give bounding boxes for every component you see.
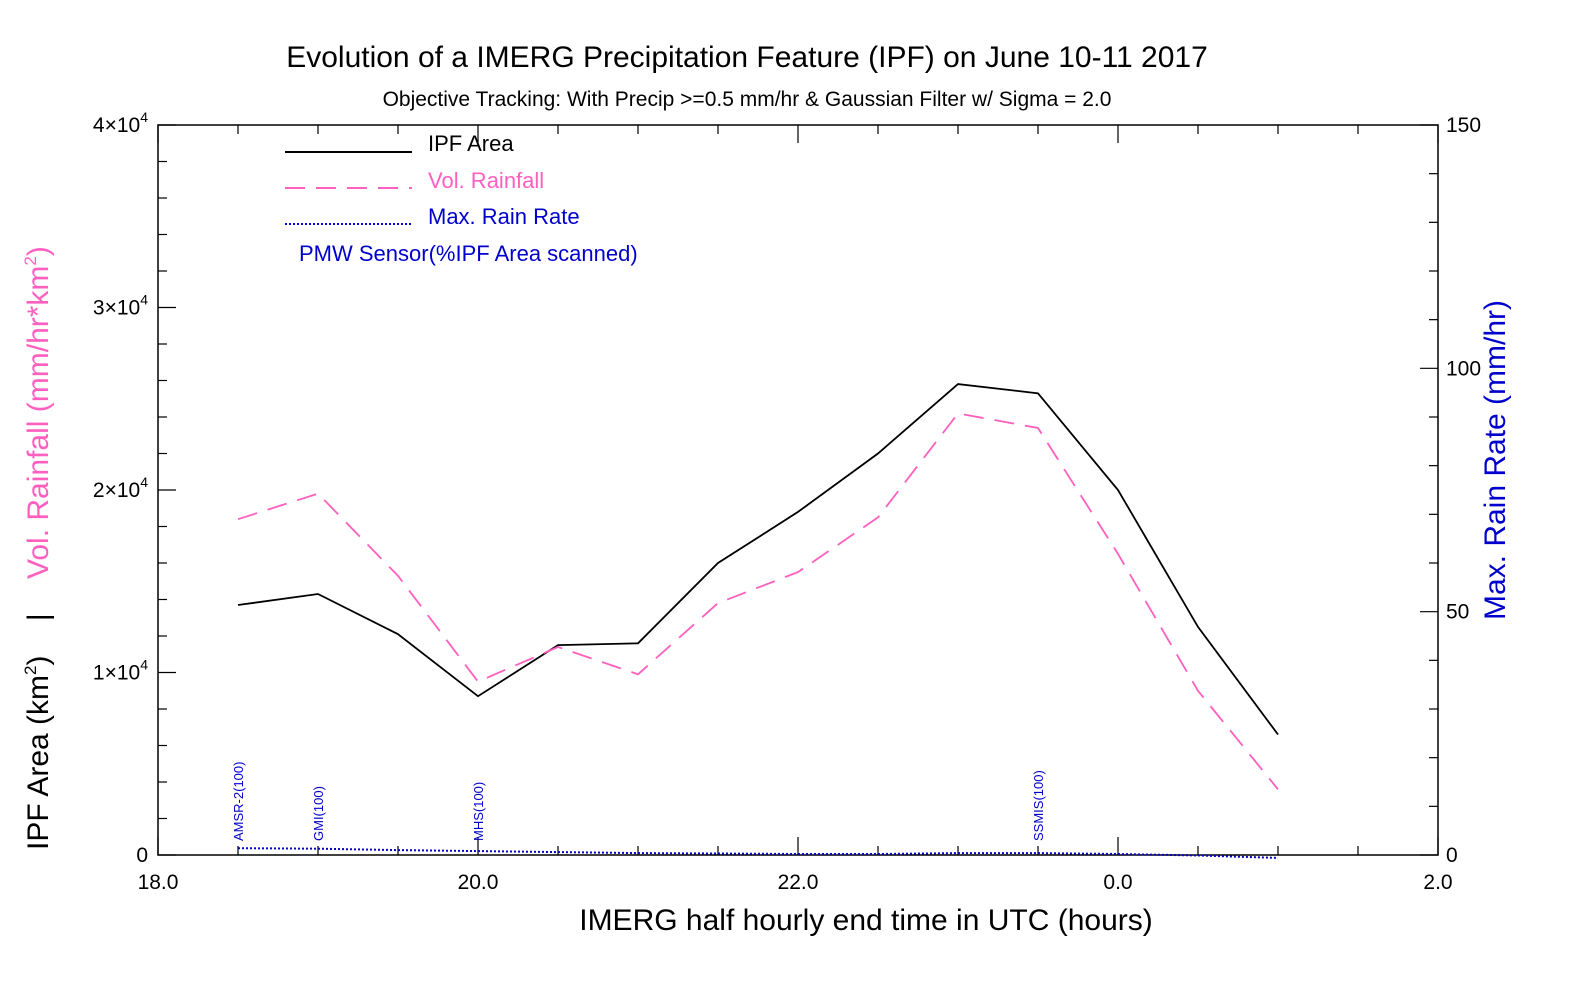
sensor-label: SSMIS(100) bbox=[1031, 770, 1046, 841]
y-left-tick-label: 4×104 bbox=[93, 109, 148, 137]
svg-text:IPF Area (km2) | V: IPF Area (km2) | Vol. Rainfall (mm/hr*km… bbox=[21, 246, 55, 850]
y-right-tick-label: 0 bbox=[1446, 844, 1458, 867]
legend: IPF Area Vol. Rainfall Max. Rain Rate PM… bbox=[285, 131, 638, 266]
sensor-label: MHS(100) bbox=[471, 782, 486, 841]
series-line-max-rain-rate bbox=[237, 847, 1279, 859]
y-right-tick-label: 150 bbox=[1446, 114, 1481, 137]
y-left-tick-label: 3×104 bbox=[93, 292, 148, 320]
y-axis-label-ipf-close: ) bbox=[22, 655, 55, 665]
chart-subtitle: Objective Tracking: With Precip >=0.5 mm… bbox=[383, 88, 1112, 111]
legend-label-max-rain-rate: Max. Rain Rate bbox=[428, 204, 580, 229]
chart-title: Evolution of a IMERG Precipitation Featu… bbox=[286, 41, 1208, 74]
sensor-label: AMSR-2(100) bbox=[231, 762, 246, 841]
legend-label-ipf-area: IPF Area bbox=[428, 131, 514, 156]
y-axis-right: 0 50 100 150 bbox=[1420, 114, 1481, 867]
x-tick-label: 0.0 bbox=[1103, 871, 1132, 894]
x-tick-label: 18.0 bbox=[138, 871, 179, 894]
y-axis-label-ipf-sup: 2 bbox=[21, 665, 40, 674]
legend-pmw-sensor: PMW Sensor(%IPF Area scanned) bbox=[299, 241, 638, 266]
series-line-vol-rainfall bbox=[237, 412, 1279, 790]
x-tick-label: 20.0 bbox=[458, 871, 499, 894]
y-right-tick-label: 50 bbox=[1446, 601, 1469, 624]
y-axis-right-label: Max. Rain Rate (mm/hr) bbox=[1479, 300, 1512, 620]
y-left-tick-label: 1×104 bbox=[93, 657, 148, 685]
x-axis: 18.0 20.0 22.0 0.0 2.0 bbox=[138, 125, 1453, 894]
y-axis-label-vol-rainfall: Vol. Rainfall (mm/hr*km bbox=[22, 266, 55, 579]
y-axis-label-ipf-area: IPF Area (km bbox=[22, 675, 55, 850]
sensor-annotations: AMSR-2(100) GMI(100) MHS(100) SSMIS(100) bbox=[231, 762, 1046, 841]
x-tick-label: 2.0 bbox=[1423, 871, 1452, 894]
y-axis-label-vol-close: ) bbox=[22, 246, 55, 256]
y-axis-left-label: IPF Area (km2) | Vol. Rainfall (mm/hr*km… bbox=[21, 246, 55, 850]
y-left-tick-label: 2×104 bbox=[93, 474, 148, 502]
x-axis-label: IMERG half hourly end time in UTC (hours… bbox=[579, 904, 1153, 937]
series-layer bbox=[237, 383, 1279, 859]
y-left-tick-label: 0 bbox=[136, 844, 148, 867]
y-right-tick-label: 100 bbox=[1446, 357, 1481, 380]
plot-frame bbox=[157, 124, 1439, 856]
y-axis-label-separator: | bbox=[22, 613, 55, 621]
sensor-label: GMI(100) bbox=[311, 786, 326, 841]
y-axis-label-vol-sup: 2 bbox=[21, 256, 40, 265]
x-tick-label: 22.0 bbox=[778, 871, 819, 894]
series-line-ipf-area bbox=[237, 383, 1279, 736]
y-axis-left: 0 1×104 2×104 3×104 4×104 bbox=[93, 109, 176, 867]
legend-label-vol-rainfall: Vol. Rainfall bbox=[428, 168, 544, 193]
